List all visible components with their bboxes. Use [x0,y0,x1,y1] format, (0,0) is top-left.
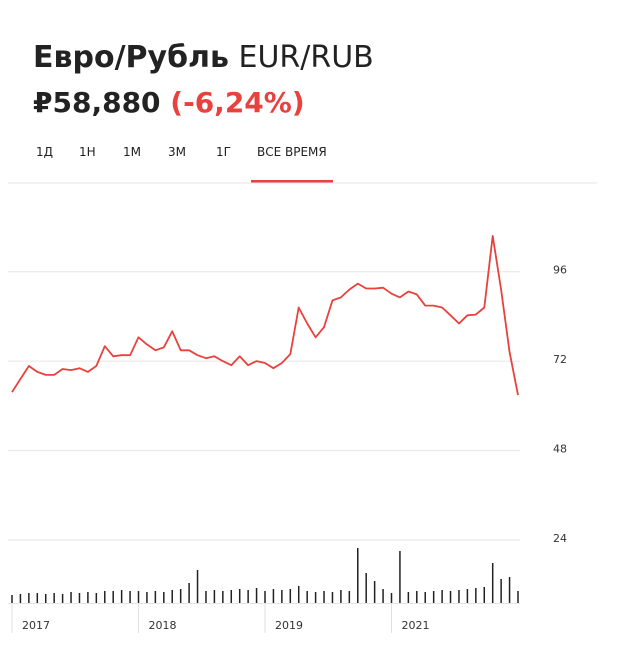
volume-bar [323,591,325,603]
volume-bar [61,594,64,603]
volume-bar [281,590,283,603]
y-tick-label: 24 [553,532,567,545]
price-row: ₽58,880 (-6,24%) [33,86,305,119]
volume-bar [475,588,477,603]
volume-bar [255,588,258,603]
tab[interactable]: 1Г [216,145,231,159]
volume-bar [407,592,410,603]
volume-bar [458,590,460,603]
volume-bar [163,592,165,603]
volume-bar [53,593,55,603]
volume-bar [264,591,266,603]
volume-bar [70,592,72,603]
volume-bar [137,591,140,603]
volume-bar [104,591,106,603]
volume-bar [373,581,376,603]
x-tick-label: 2018 [149,619,177,632]
volume-bar [213,590,216,603]
volume-bar [87,592,89,603]
y-tick-label: 72 [553,353,567,366]
tab[interactable]: 1Н [79,145,96,159]
volume-bar [154,591,157,603]
volume-bar [120,590,123,603]
volume-bar [78,593,81,603]
volume-bar [357,548,359,603]
volume-bar [508,577,511,603]
volume-bar [171,590,173,603]
tab[interactable]: 1М [123,145,141,159]
volume-bar [306,591,308,603]
volume-bar [36,593,39,603]
volume-bar [331,592,334,603]
volume-bar [112,591,114,603]
volume-bar [432,591,435,603]
change: (-6,24%) [170,86,305,119]
volume-bar [441,590,443,603]
volume-bar [146,592,148,603]
y-tick-label: 96 [553,264,567,277]
volume-bar [416,591,418,603]
ticker: EUR/RUB [238,40,374,75]
x-tick-label: 2017 [22,619,50,632]
volume-bar [28,593,30,603]
volume-bar [188,583,190,603]
y-tick-label: 48 [553,443,567,456]
volume-bar [289,589,292,603]
volume-bar [205,591,207,603]
volume-bar [230,590,233,603]
price-line [11,235,519,396]
price: ₽58,880 [33,86,161,119]
tab-underline [251,180,333,183]
volume-bar [382,589,384,603]
volume-bar [500,579,502,603]
x-tick-label: 2021 [402,619,430,632]
volume-bar [272,589,275,603]
volume-bar [491,563,494,603]
volume-bar [297,586,300,603]
volume-bar [19,594,22,603]
volume-bar [483,587,486,603]
volume-bar [466,589,469,603]
title-row: Евро/Рубль EUR/RUB [33,40,374,75]
volume-bar [196,570,199,603]
volume-bar [247,590,249,603]
tab[interactable]: 1Д [36,145,54,159]
volume-bar [348,591,351,603]
volume-bar [95,593,98,603]
volume-bar [424,592,426,603]
volume-bar [365,573,367,603]
volume-bar [222,591,224,603]
volume-bar [129,591,131,603]
volume-bar [44,594,47,603]
title: Евро/Рубль [33,40,229,75]
volume-bar [399,551,401,603]
volume-bar [314,592,317,603]
volume-bar [390,593,393,603]
volume-bar [340,590,342,603]
volume-bar [11,595,13,603]
volume-bar [517,591,519,603]
x-tick-label: 2019 [275,619,303,632]
volume-bar [179,589,182,603]
tab[interactable]: 3М [168,145,186,159]
tab[interactable]: ВСЕ ВРЕМЯ [257,145,327,159]
volume-bar [449,591,452,603]
volume-bar [238,589,241,603]
